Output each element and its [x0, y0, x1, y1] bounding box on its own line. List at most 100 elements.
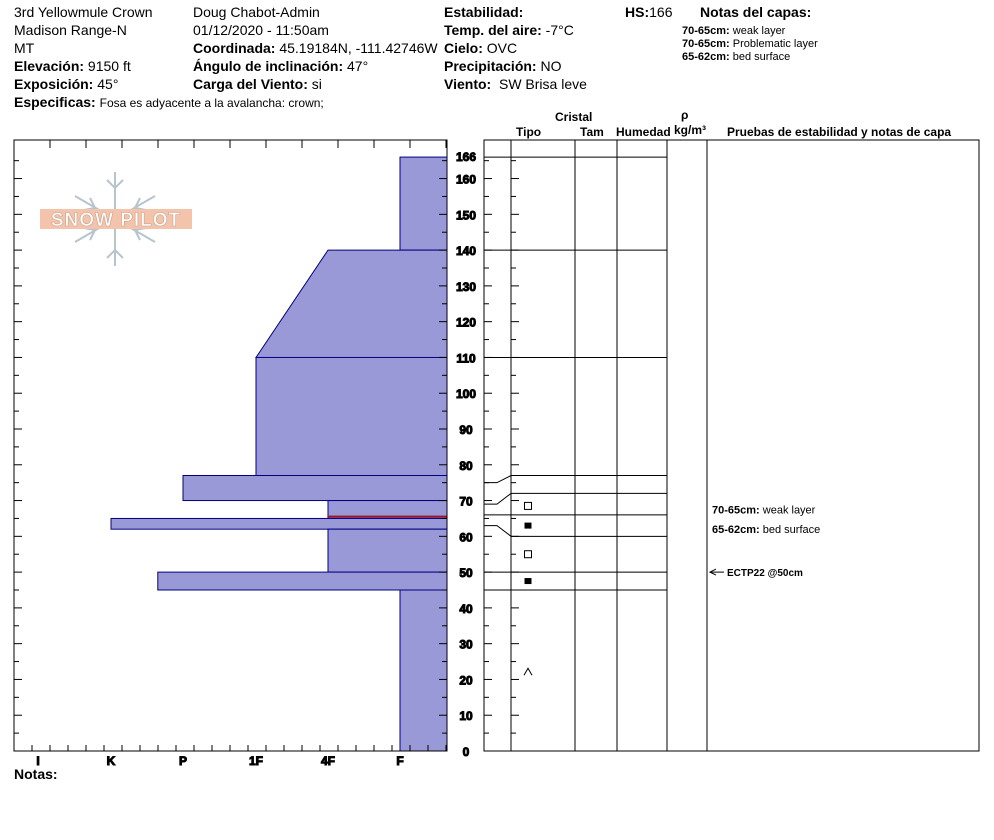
layer-note-range: 65-62cm:: [682, 51, 730, 63]
hardness-tick-label: 1F: [249, 754, 263, 768]
hardness-layer: [255, 249, 448, 358]
air-temp-row: Temp. del aire: -7°C: [444, 22, 574, 38]
elevation-value: 9150 ft: [87, 58, 131, 74]
state: MT: [14, 40, 35, 56]
logo-band: [40, 209, 192, 229]
snowpilot-logo: SNOW PILOT: [40, 172, 192, 266]
layer-annotation: 65-62cm: bed surface: [712, 524, 820, 536]
col-cristal: Cristal: [555, 110, 593, 124]
layer-note-text: weak layer: [732, 25, 786, 37]
precip-label: Precipitación:: [444, 58, 537, 74]
layer-note-range: 70-65cm:: [682, 38, 730, 50]
wind-value: SW Brisa leve: [498, 76, 587, 92]
hardness-tick-label: 4F: [321, 754, 335, 768]
test-arrow-head: [708, 568, 717, 576]
depth-tick-label: 50: [459, 566, 473, 580]
hardness-layer: [327, 528, 448, 573]
layer-table-frame: [483, 139, 980, 752]
col-rho: ρ: [681, 108, 689, 122]
hardness-layer: [399, 156, 448, 251]
depth-tick-label: 20: [459, 673, 473, 687]
wind-load-row: Carga del Viento: si: [193, 76, 322, 92]
hardness-tick-label: P: [179, 754, 187, 768]
hardness-layer: [110, 517, 448, 530]
col-tam: Tam: [580, 125, 604, 139]
depth-tick-label: 130: [456, 280, 476, 294]
layer-note-text: bed surface: [732, 51, 791, 63]
sky-label: Cielo:: [444, 40, 483, 56]
coordinates-value: 45.19184N, -111.42746W: [279, 40, 438, 56]
depth-tick-label: 120: [456, 316, 476, 330]
hardness-tick-label: I: [36, 754, 39, 768]
precip-row: Precipitación: NO: [444, 58, 561, 74]
grain-symbol-caret: [523, 667, 533, 676]
grain-symbol-filled-square: [524, 522, 532, 529]
coordinates-row: Coordinada: 45.19184N, -111.42746W: [193, 40, 438, 56]
hardness-layer: [255, 356, 448, 477]
stability-label: Estabilidad:: [444, 4, 524, 20]
layer-note-text: Problematic layer: [732, 38, 818, 50]
layer-notes-title: Notas del capas:: [700, 4, 812, 20]
specifics-label: Especificas:: [14, 94, 96, 110]
sky-value: OVC: [486, 40, 518, 56]
aspect-row: Exposición: 45°: [14, 76, 118, 92]
layer-note: 65-62cm: bed surface: [682, 51, 790, 63]
layer-note-range: 70-65cm:: [682, 25, 730, 37]
depth-tick-label: 150: [456, 208, 476, 222]
depth-tick-label: 30: [459, 638, 473, 652]
wind-load-label: Carga del Viento:: [193, 76, 308, 92]
date-time: 01/12/2020 - 11:50am: [193, 22, 329, 38]
specifics-row: Especificas: Fosa es adyacente a la aval…: [14, 94, 324, 110]
site-name: 3rd Yellowmule Crown: [14, 4, 153, 20]
hardness-layer: [157, 571, 448, 591]
layer-note: 70-65cm: weak layer: [682, 25, 785, 37]
hardness-tick-label: F: [396, 754, 403, 768]
depth-tick-label: 110: [456, 351, 476, 365]
observer: Doug Chabot-Admin: [193, 4, 320, 20]
coordinates-label: Coordinada:: [193, 40, 276, 56]
depth-tick-label: 100: [456, 387, 476, 401]
wind-row: Viento: SW Brisa leve: [444, 76, 587, 92]
elevation-row: Elevación: 9150 ft: [14, 58, 131, 74]
hs-row: HS:166: [625, 4, 672, 20]
grain-symbol-square: [524, 501, 532, 510]
depth-tick-label: 90: [459, 423, 473, 437]
depth-tick-label: 60: [459, 530, 473, 544]
hs-value: 166: [649, 4, 673, 20]
depth-tick-label: 10: [459, 709, 473, 723]
depth-tick-label: 140: [456, 244, 476, 258]
hardness-layer: [399, 589, 448, 752]
depth-tick-label: 40: [459, 602, 473, 616]
slope-row: Ángulo de inclinación: 47°: [193, 58, 368, 74]
layer-boundary: [484, 525, 667, 537]
slope-value: 47°: [347, 58, 369, 74]
layer-annotation: 70-65cm: weak layer: [712, 504, 816, 516]
layer-boundary: [484, 492, 667, 505]
depth-tick-label: 160: [456, 173, 476, 187]
aspect-value: 45°: [97, 76, 119, 92]
hardness-tick-label: K: [107, 754, 116, 768]
hs-label: HS:: [625, 4, 650, 20]
slope-label: Ángulo de inclinación:: [193, 58, 344, 74]
depth-tick-label: 80: [459, 459, 473, 473]
air-temp-label: Temp. del aire:: [444, 22, 542, 38]
grain-symbol-filled-square: [524, 578, 532, 585]
notes-label: Notas:: [14, 766, 58, 782]
depth-tick-label: 70: [459, 495, 473, 509]
mountain-range: Madison Range-N: [14, 22, 127, 38]
sky-row: Cielo: OVC: [444, 40, 517, 56]
precip-value: NO: [540, 58, 562, 74]
stability-test-label: ECTP22 @50cm: [727, 568, 803, 579]
air-temp-value: -7°C: [545, 22, 574, 38]
logo-text: SNOW PILOT: [51, 210, 181, 231]
layer-boundary: [484, 475, 667, 484]
col-density-unit: kg/m³: [674, 123, 707, 137]
specifics-value: Fosa es adyacente a la avalancha: crown;: [99, 96, 324, 110]
col-tipo: Tipo: [516, 125, 542, 139]
wind-label: Viento:: [444, 76, 492, 92]
depth-tick-label: 0: [463, 745, 470, 759]
depth-tick-label: 166: [456, 150, 476, 164]
layer-note: 70-65cm: Problematic layer: [682, 38, 818, 50]
elevation-label: Elevación:: [14, 58, 85, 74]
